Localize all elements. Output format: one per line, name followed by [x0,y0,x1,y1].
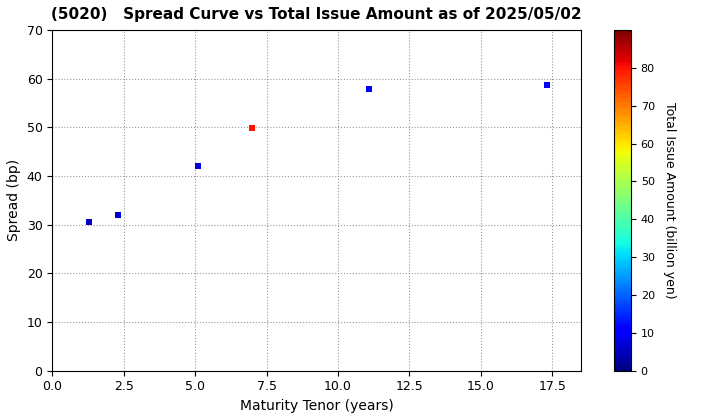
Point [112,212,124,218]
Point [246,125,258,132]
Point [541,82,552,89]
Title: (5020)   Spread Curve vs Total Issue Amount as of 2025/05/02: (5020) Spread Curve vs Total Issue Amoun… [51,7,582,22]
Y-axis label: Spread (bp): Spread (bp) [7,159,21,242]
Point [84,219,95,226]
X-axis label: Maturity Tenor (years): Maturity Tenor (years) [240,399,393,413]
Point [192,163,204,170]
Point [364,86,375,93]
Y-axis label: Total Issue Amount (billion yen): Total Issue Amount (billion yen) [662,102,675,299]
